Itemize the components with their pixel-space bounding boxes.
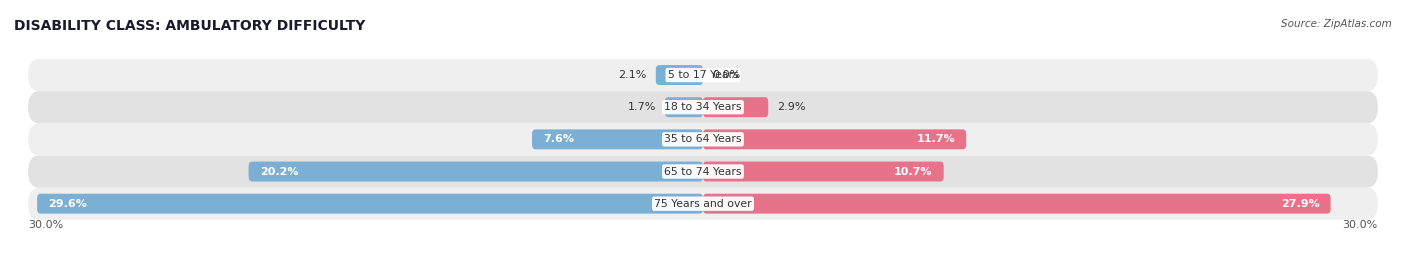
Text: 29.6%: 29.6% bbox=[48, 199, 87, 209]
Text: 1.7%: 1.7% bbox=[627, 102, 655, 112]
Text: 30.0%: 30.0% bbox=[1343, 220, 1378, 230]
Text: 7.6%: 7.6% bbox=[543, 134, 574, 144]
FancyBboxPatch shape bbox=[28, 123, 1378, 155]
FancyBboxPatch shape bbox=[28, 91, 1378, 123]
Text: 10.7%: 10.7% bbox=[894, 166, 932, 177]
Text: 0.0%: 0.0% bbox=[711, 70, 740, 80]
Text: 75 Years and over: 75 Years and over bbox=[654, 199, 752, 209]
FancyBboxPatch shape bbox=[37, 194, 703, 214]
FancyBboxPatch shape bbox=[249, 162, 703, 181]
Text: 5 to 17 Years: 5 to 17 Years bbox=[668, 70, 738, 80]
Text: 18 to 34 Years: 18 to 34 Years bbox=[664, 102, 742, 112]
Text: 65 to 74 Years: 65 to 74 Years bbox=[664, 166, 742, 177]
Text: 2.9%: 2.9% bbox=[778, 102, 806, 112]
FancyBboxPatch shape bbox=[28, 155, 1378, 188]
FancyBboxPatch shape bbox=[703, 97, 768, 117]
FancyBboxPatch shape bbox=[703, 162, 943, 181]
Text: 2.1%: 2.1% bbox=[619, 70, 647, 80]
Text: DISABILITY CLASS: AMBULATORY DIFFICULTY: DISABILITY CLASS: AMBULATORY DIFFICULTY bbox=[14, 19, 366, 33]
FancyBboxPatch shape bbox=[703, 194, 1330, 214]
FancyBboxPatch shape bbox=[531, 129, 703, 149]
Text: 35 to 64 Years: 35 to 64 Years bbox=[664, 134, 742, 144]
Text: Source: ZipAtlas.com: Source: ZipAtlas.com bbox=[1281, 19, 1392, 29]
Text: 30.0%: 30.0% bbox=[28, 220, 63, 230]
Text: 11.7%: 11.7% bbox=[917, 134, 955, 144]
FancyBboxPatch shape bbox=[703, 129, 966, 149]
FancyBboxPatch shape bbox=[28, 59, 1378, 91]
FancyBboxPatch shape bbox=[665, 97, 703, 117]
Text: 27.9%: 27.9% bbox=[1281, 199, 1319, 209]
FancyBboxPatch shape bbox=[655, 65, 703, 85]
FancyBboxPatch shape bbox=[28, 188, 1378, 220]
Text: 20.2%: 20.2% bbox=[260, 166, 298, 177]
